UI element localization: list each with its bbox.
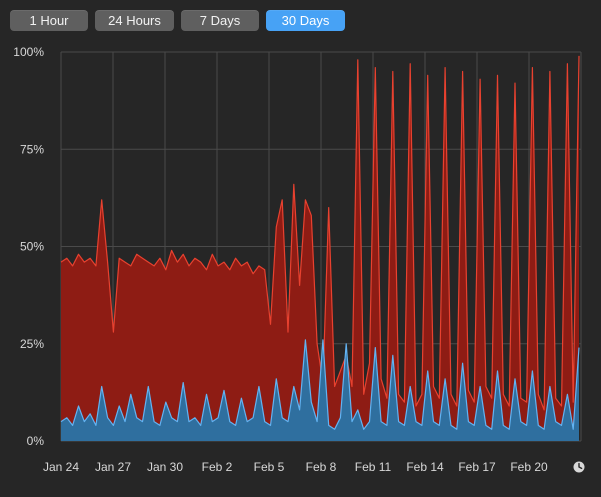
x-tick-label: Jan 24 xyxy=(43,460,79,474)
range-24-hours-button[interactable]: 24 Hours xyxy=(95,10,174,31)
x-tick-label: Feb 2 xyxy=(202,460,233,474)
red-series-fill xyxy=(61,55,579,442)
x-tick-label: Feb 5 xyxy=(254,460,285,474)
x-tick-label: Feb 17 xyxy=(458,460,496,474)
time-range-selector: 1 Hour 24 Hours 7 Days 30 Days xyxy=(10,10,345,31)
range-1-hour-button[interactable]: 1 Hour xyxy=(10,10,88,31)
x-tick-label: Feb 11 xyxy=(355,460,392,474)
y-tick-label: 0% xyxy=(27,434,45,448)
x-tick-label: Feb 8 xyxy=(306,460,337,474)
y-tick-label: 75% xyxy=(20,142,44,156)
x-tick-label: Jan 30 xyxy=(147,460,183,474)
clock-icon[interactable] xyxy=(573,461,585,473)
x-tick-label: Feb 14 xyxy=(406,460,444,474)
y-tick-label: 25% xyxy=(20,337,44,351)
y-tick-label: 50% xyxy=(20,240,44,254)
red-series-area xyxy=(60,55,580,442)
blue-series-area xyxy=(60,339,580,441)
x-axis-labels: Jan 24 Jan 27 Jan 30 Feb 2 Feb 5 Feb 8 Feb 11 F… xyxy=(43,460,548,474)
y-tick-label: 100% xyxy=(13,45,44,59)
y-axis-labels: 0% 25% 50% 75% 100% xyxy=(13,45,44,448)
range-30-days-button[interactable]: 30 Days xyxy=(266,10,345,31)
blue-series-line xyxy=(60,339,580,430)
range-7-days-button[interactable]: 7 Days xyxy=(181,10,259,31)
x-tick-label: Jan 27 xyxy=(95,460,131,474)
red-series-line xyxy=(60,55,580,411)
x-tick-label: Feb 20 xyxy=(510,460,548,474)
